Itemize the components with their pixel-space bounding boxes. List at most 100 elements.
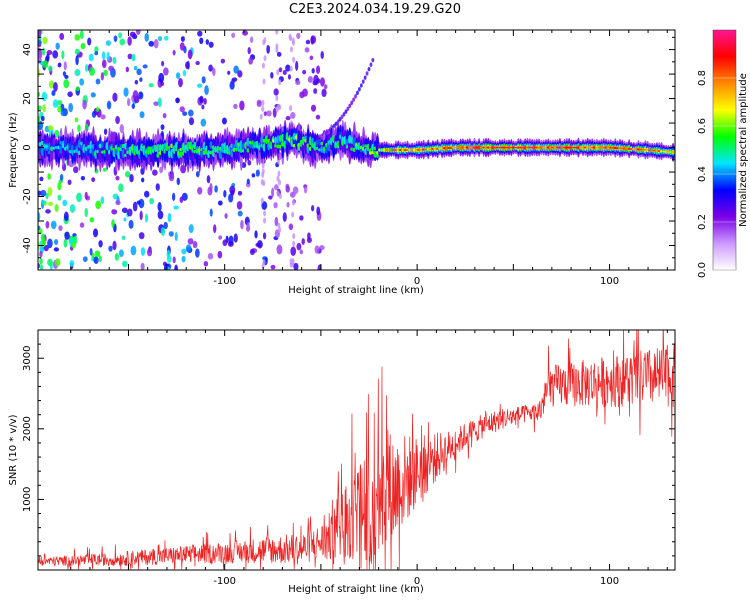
noise-blob bbox=[289, 258, 293, 265]
noise-blob bbox=[205, 39, 209, 45]
noise-blob bbox=[201, 104, 205, 110]
noise-blob bbox=[263, 111, 268, 116]
noise-blob bbox=[155, 183, 160, 191]
noise-blob bbox=[130, 245, 137, 256]
noise-blob bbox=[217, 200, 223, 206]
noise-blob bbox=[172, 256, 176, 264]
noise-blob bbox=[41, 238, 47, 247]
noise-blob bbox=[95, 200, 102, 210]
noise-blob bbox=[54, 203, 59, 213]
arc-blob bbox=[363, 75, 367, 80]
noise-blob bbox=[42, 60, 49, 69]
noise-blob bbox=[311, 205, 315, 212]
noise-blob bbox=[292, 199, 296, 206]
noise-blob bbox=[286, 201, 290, 208]
noise-blob bbox=[181, 248, 187, 255]
noise-blob bbox=[199, 37, 204, 45]
colorbar-label: Normalized spectral amplitude bbox=[738, 73, 749, 227]
noise-blob bbox=[48, 65, 53, 72]
noise-blob bbox=[163, 221, 168, 230]
noise-blob bbox=[246, 178, 250, 185]
noise-blob bbox=[276, 190, 280, 197]
x-tick-label: 0 bbox=[414, 576, 420, 587]
noise-blob bbox=[111, 219, 115, 228]
noise-blob bbox=[255, 169, 260, 177]
noise-blob bbox=[73, 166, 79, 174]
noise-blob bbox=[195, 61, 200, 66]
spectrogram-ticks: -100 0 100 -40 -20 0 20 40 bbox=[22, 30, 675, 287]
noise-blob bbox=[144, 32, 149, 42]
noise-blob bbox=[57, 182, 62, 191]
arc-blob bbox=[346, 106, 350, 112]
noise-blob bbox=[141, 177, 145, 183]
colorbar-tick-label: 0.2 bbox=[697, 214, 708, 230]
noise-blob bbox=[224, 213, 228, 219]
noise-blob bbox=[157, 202, 162, 212]
noise-blob bbox=[196, 83, 203, 88]
noise-blob bbox=[166, 255, 172, 263]
noise-blob bbox=[282, 69, 287, 76]
noise-blob bbox=[179, 42, 185, 51]
noise-blob bbox=[229, 185, 236, 195]
ridge-cell bbox=[671, 151, 675, 154]
noise-blob bbox=[185, 61, 190, 70]
noise-blob bbox=[74, 69, 81, 77]
noise-blob bbox=[262, 232, 267, 240]
noise-blob bbox=[203, 97, 207, 105]
noise-blob bbox=[50, 220, 57, 230]
noise-blob bbox=[115, 199, 121, 206]
noise-blob bbox=[275, 43, 279, 50]
noise-blob bbox=[61, 50, 65, 60]
noise-blob bbox=[92, 228, 99, 238]
noise-blob bbox=[276, 158, 280, 165]
noise-blob bbox=[175, 97, 180, 104]
colorbar-tick-label: 0.6 bbox=[697, 118, 708, 134]
noise-blob bbox=[96, 106, 100, 113]
snr-line bbox=[38, 330, 675, 570]
noise-blob bbox=[204, 85, 209, 96]
noise-blob bbox=[249, 248, 255, 256]
snr-xlabel: Height of straight line (km) bbox=[288, 584, 424, 595]
noise-blob bbox=[273, 201, 278, 209]
noise-blob bbox=[276, 69, 280, 76]
noise-blob bbox=[163, 67, 169, 76]
noise-blob bbox=[126, 97, 131, 107]
noise-blob bbox=[237, 210, 243, 217]
arc-blob bbox=[336, 119, 340, 124]
noise-blob bbox=[77, 124, 81, 133]
noise-blob bbox=[88, 53, 94, 62]
noise-blob bbox=[233, 233, 238, 243]
noise-blob bbox=[271, 187, 275, 198]
noise-blob bbox=[259, 113, 263, 120]
noise-blob bbox=[181, 255, 186, 263]
noise-blob bbox=[160, 124, 165, 130]
noise-blob bbox=[195, 170, 200, 178]
noise-blob bbox=[248, 57, 253, 65]
noise-blob bbox=[52, 99, 59, 108]
noise-blob bbox=[136, 68, 142, 76]
arc-blob bbox=[340, 114, 344, 120]
arc-blob bbox=[348, 103, 352, 109]
noise-blob bbox=[48, 125, 54, 131]
noise-blob bbox=[100, 114, 106, 120]
noise-blob bbox=[262, 39, 266, 46]
noise-blob bbox=[68, 102, 74, 113]
y-tick-label: -20 bbox=[22, 188, 33, 204]
noise-blob bbox=[148, 40, 155, 47]
noise-blob bbox=[103, 69, 108, 77]
noise-blob bbox=[103, 128, 108, 135]
noise-blob bbox=[131, 53, 136, 62]
arc-blob bbox=[359, 83, 363, 88]
noise-blob bbox=[54, 258, 61, 267]
noise-blob bbox=[164, 35, 169, 41]
colorbar-tick-label: 0.0 bbox=[697, 262, 708, 278]
noise-blob bbox=[261, 168, 265, 175]
noise-blob bbox=[106, 100, 112, 110]
noise-blob bbox=[69, 204, 76, 213]
noise-blob bbox=[261, 162, 265, 169]
noise-blob bbox=[106, 51, 110, 61]
noise-blob bbox=[162, 113, 167, 119]
noise-blob bbox=[261, 62, 265, 69]
colorbar-ticks: 0.0 0.2 0.4 0.6 0.8 bbox=[697, 70, 736, 278]
noise-blob bbox=[118, 183, 124, 192]
